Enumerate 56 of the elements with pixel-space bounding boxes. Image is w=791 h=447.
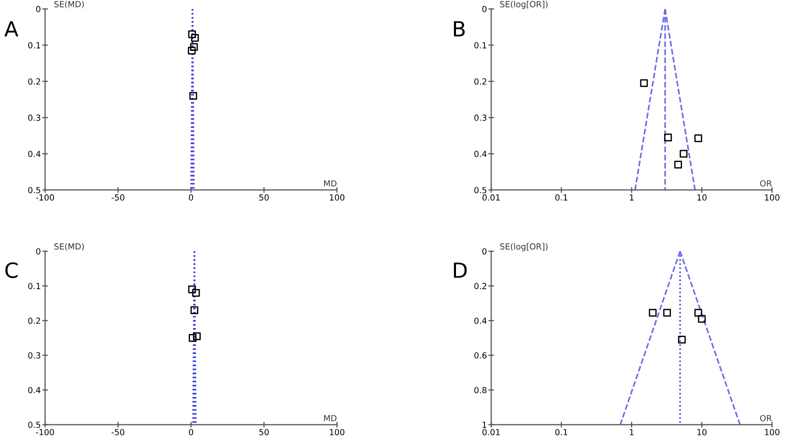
x-axis-title: MD (324, 415, 336, 422)
y-tick-label: 0 (482, 6, 486, 12)
y-tick-label: 0.4 (28, 150, 40, 158)
x-axis-title: OR (760, 415, 772, 422)
y-tick-label: 0.4 (474, 318, 487, 324)
x-tick-label: 100 (330, 428, 344, 436)
x-axis-title: OR (760, 180, 772, 187)
x-tick-label: 10 (697, 428, 707, 436)
x-tick-label: 0 (188, 428, 194, 436)
y-axis-title: SE(MD) (54, 0, 84, 8)
chart-title: C (5, 262, 18, 278)
y-tick-label: 0 (36, 6, 40, 12)
x-tick-label: 1 (630, 194, 634, 200)
y-axis-title: SE(MD) (54, 243, 84, 251)
y-tick-label: 0.5 (28, 186, 40, 194)
x-tick-label: 0.01 (482, 428, 500, 436)
x-tick-label: 50 (259, 428, 269, 436)
y-tick-label: 0.5 (28, 422, 40, 428)
x-tick-label: 100 (330, 194, 344, 201)
x-tick-label: 0.01 (482, 194, 500, 201)
x-tick-label: -50 (112, 194, 124, 201)
y-tick-label: 0.4 (28, 386, 40, 394)
y-tick-label: 0.4 (474, 150, 487, 158)
y-tick-label: 0.1 (474, 42, 486, 48)
y-tick-label: 0.2 (28, 318, 40, 324)
y-tick-label: 0.6 (474, 352, 487, 359)
x-tick-label: -100 (36, 194, 54, 201)
y-tick-label: 0.2 (28, 78, 40, 85)
x-tick-label: 1 (630, 429, 634, 436)
chart-title: D (454, 262, 467, 278)
y-tick-label: 0.3 (28, 352, 40, 359)
y-tick-label: 0.2 (474, 282, 486, 290)
y-tick-label: 0.8 (474, 386, 486, 394)
x-tick-label: 0.1 (555, 428, 568, 436)
y-tick-label: 1 (482, 422, 486, 428)
x-axis-title: MD (324, 180, 336, 186)
x-tick-label: 50 (259, 194, 269, 201)
x-tick-label: 0.1 (555, 194, 568, 201)
y-tick-label: 0.5 (474, 186, 486, 194)
y-tick-label: 0 (482, 248, 486, 254)
y-axis-title: SE(log[OR]) (500, 243, 548, 252)
y-tick-label: 0.3 (474, 114, 486, 121)
chart-title: B (454, 21, 465, 36)
x-tick-label: -100 (36, 428, 54, 436)
y-tick-label: 0.1 (28, 42, 40, 48)
y-tick-label: 0.3 (28, 114, 40, 121)
x-tick-label: 0 (188, 194, 194, 201)
chart-title: A (4, 21, 18, 36)
y-axis-title: SE(log[OR]) (500, 0, 548, 9)
x-tick-label: -50 (112, 428, 124, 436)
y-tick-label: 0.1 (28, 282, 40, 290)
x-tick-label: 10 (697, 194, 707, 201)
x-tick-label: 100 (764, 194, 780, 201)
y-tick-label: 0.2 (474, 78, 486, 85)
x-tick-label: 100 (764, 428, 780, 436)
y-tick-label: 0 (36, 248, 40, 254)
